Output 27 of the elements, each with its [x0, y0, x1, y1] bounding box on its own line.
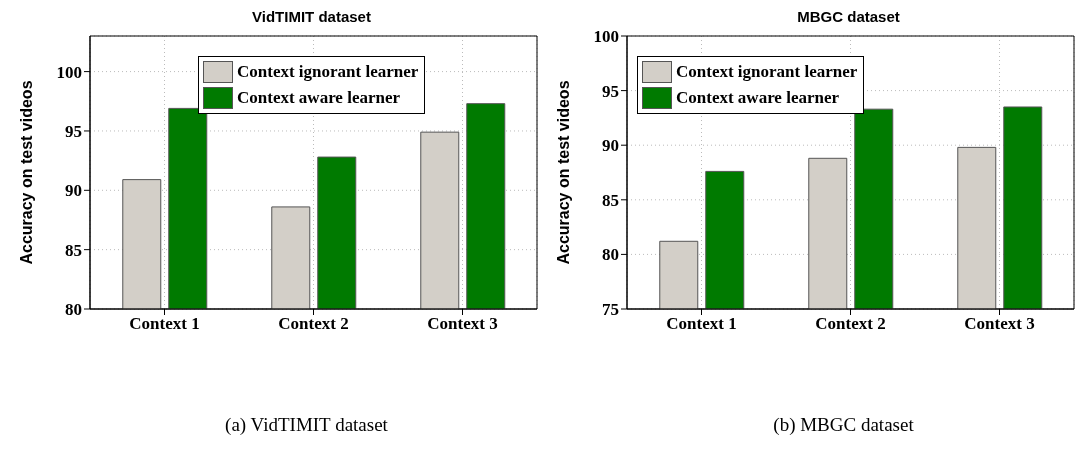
y-axis-title: Accuracy on test videos [554, 80, 572, 265]
x-tick-label: Context 2 [815, 314, 886, 334]
y-tick-label: 85 [65, 240, 82, 260]
x-tick-label: Context 3 [964, 314, 1035, 334]
y-tick-label: 100 [593, 27, 619, 47]
y-tick-label: 95 [65, 121, 82, 141]
legend-label: Context ignorant learner [676, 61, 858, 83]
y-tick-label: 75 [602, 300, 619, 320]
chart-title: VidTIMIT dataset [251, 8, 372, 27]
y-tick-label: 80 [602, 245, 619, 265]
y-tick-label: 95 [602, 81, 619, 101]
x-tick-label: Context 1 [129, 314, 200, 334]
x-tick-label: Context 1 [666, 314, 737, 334]
text: (a) VidTIMIT dataset [224, 414, 389, 436]
y-axis-title: Accuracy on test videos [17, 80, 35, 265]
legend-label: Context ignorant learner [237, 61, 419, 83]
y-tick-label: 90 [65, 181, 82, 201]
y-tick-label: 100 [56, 62, 82, 82]
x-tick-label: Context 2 [278, 314, 349, 334]
y-tick-label: 80 [65, 300, 82, 320]
chart-title: MBGC dataset [796, 8, 901, 27]
x-tick-label: Context 3 [427, 314, 498, 334]
legend-label: Context aware learner [676, 87, 840, 109]
y-tick-label: 85 [602, 190, 619, 210]
legend-label: Context aware learner [237, 87, 401, 109]
text: (b) MBGC dataset [772, 414, 915, 436]
y-tick-label: 90 [602, 136, 619, 156]
